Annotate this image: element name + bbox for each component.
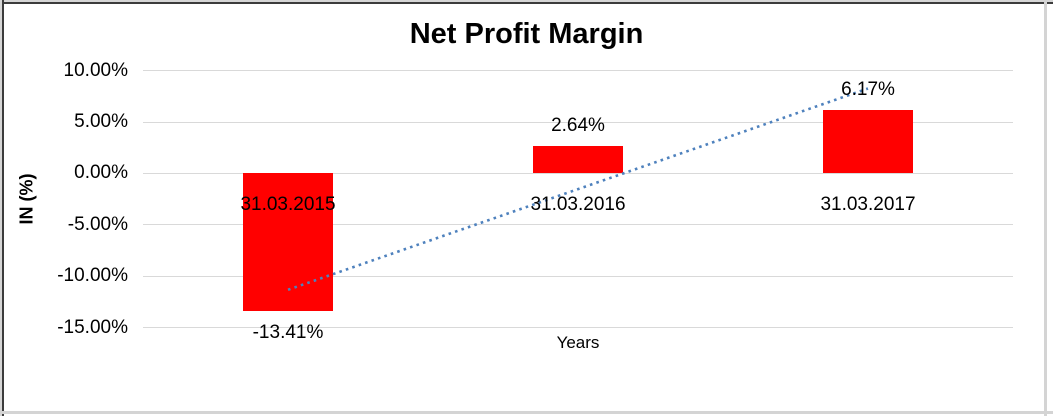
y-tick-label: -15.00% [57,316,128,338]
y-axis-title: IN (%) [16,173,37,225]
y-tick-label: -5.00% [67,213,128,235]
frame-edge-top-outer [0,0,1053,2]
data-label: 6.17% [841,78,895,100]
data-label: -13.41% [252,322,324,344]
y-tick-label: 10.00% [63,59,128,81]
chart-title: Net Profit Margin [409,18,644,50]
data-label: 2.64% [551,115,605,137]
gridline [143,327,1013,329]
bar-31.03.2016 [533,146,623,174]
category-label: 31.03.2016 [530,194,626,215]
category-label: 31.03.2017 [820,194,916,215]
frame-edge-top [0,2,1053,4]
frame-edge-left [2,0,4,416]
frame-edge-left-outer [0,0,2,416]
frame-edge-bottom [0,411,1053,414]
y-tick-label: 0.00% [74,162,128,184]
gridline [143,70,1013,72]
y-tick-label: 5.00% [74,111,128,132]
frame-edge-right [1044,0,1047,416]
y-tick-label: -10.00% [57,265,128,287]
bar-31.03.2017 [823,109,913,174]
category-label: 31.03.2015 [240,194,336,215]
x-axis-title: Years [556,333,600,352]
